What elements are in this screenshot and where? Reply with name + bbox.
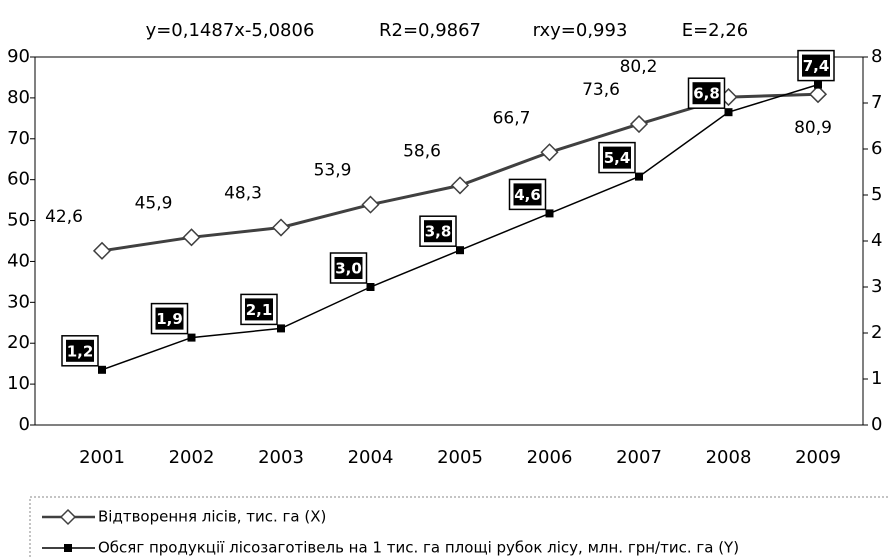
label-box-inner (155, 307, 184, 330)
y2-tick-label: 7 (871, 92, 882, 113)
x-tick-label: 2007 (616, 447, 662, 468)
y2-tick-label: 2 (871, 322, 882, 343)
marker (187, 333, 196, 342)
data-label: 45,9 (135, 193, 173, 213)
y-tick-label: 20 (7, 332, 30, 353)
y-tick-label: 80 (7, 87, 30, 108)
data-label: 58,6 (403, 141, 441, 161)
data-label: 80,9 (794, 118, 832, 138)
annotation: R2=0,9867 (379, 20, 481, 41)
y2-tick-label: 6 (871, 138, 882, 159)
label-box-inner (513, 183, 542, 206)
data-label: 73,6 (582, 80, 620, 100)
legend-label: Обсяг продукції лісозаготівель на 1 тис.… (98, 539, 739, 557)
marker (629, 114, 649, 134)
marker (366, 283, 375, 291)
x-tick-label: 2002 (169, 447, 215, 468)
y-tick-label: 0 (19, 414, 30, 435)
marker (450, 176, 470, 195)
data-label: 3,0 (335, 260, 362, 278)
data-label: 53,9 (314, 161, 352, 181)
legend-box (29, 496, 888, 559)
marker (545, 209, 554, 218)
y-tick-label: 70 (7, 128, 30, 149)
marker (540, 143, 559, 162)
series-line (101, 92, 819, 253)
y-tick-label: 30 (7, 291, 30, 312)
label-box-inner (802, 54, 830, 77)
marker (92, 241, 112, 260)
y2-tick-label: 1 (871, 368, 882, 389)
data-label: 1,2 (67, 342, 94, 360)
data-label: 5,4 (604, 149, 631, 167)
y2-tick-label: 0 (871, 414, 882, 435)
marker (635, 172, 643, 181)
x-tick-label: 2004 (348, 447, 394, 468)
data-label: 66,7 (493, 108, 531, 128)
data-label: 3,8 (425, 223, 452, 241)
data-label: 4,6 (514, 186, 541, 204)
x-tick-label: 2008 (706, 447, 752, 468)
x-tick-label: 2003 (258, 447, 304, 468)
y-tick-label: 10 (7, 373, 30, 394)
marker (182, 228, 201, 247)
y-tick-label: 40 (7, 250, 30, 271)
data-label: 7,4 (803, 57, 830, 75)
data-label: 6,8 (693, 85, 720, 103)
annotation: y=0,1487x-5,0806 (146, 20, 315, 41)
x-tick-label: 2005 (437, 447, 483, 468)
label-box-inner (692, 82, 721, 105)
legend-label: Відтворення лісів, тис. га (X) (98, 508, 326, 526)
x-tick-label: 2009 (795, 447, 841, 468)
marker (277, 324, 285, 333)
legend-marker (59, 508, 77, 526)
data-label: 42,6 (45, 207, 83, 227)
label-box-inner (245, 298, 273, 321)
x-tick-label: 2006 (527, 447, 573, 468)
y-tick-label: 90 (7, 46, 30, 67)
label-box-inner (66, 339, 94, 362)
marker (808, 85, 828, 104)
y-tick-label: 60 (7, 169, 30, 190)
marker (271, 218, 291, 237)
annotation: E=2,26 (682, 20, 749, 41)
marker (361, 195, 380, 214)
marker (456, 246, 464, 255)
data-label: 48,3 (224, 184, 262, 204)
y2-tick-label: 4 (871, 230, 882, 251)
x-tick-label: 2001 (79, 447, 125, 468)
data-label: 2,1 (246, 301, 273, 319)
label-box-inner (424, 220, 452, 243)
label-box-inner (334, 257, 363, 279)
label-box-inner (603, 146, 631, 169)
y2-tick-label: 5 (871, 184, 882, 205)
marker (724, 108, 733, 117)
marker (814, 80, 822, 89)
legend-marker (64, 544, 72, 552)
data-label: 80,2 (620, 57, 658, 77)
data-label: 1,9 (156, 310, 183, 328)
marker (98, 365, 106, 374)
y2-tick-label: 8 (871, 46, 882, 67)
series-line (101, 83, 819, 371)
annotation: rxy=0,993 (533, 20, 628, 41)
y-tick-label: 50 (7, 210, 30, 231)
y2-tick-label: 3 (871, 276, 882, 297)
